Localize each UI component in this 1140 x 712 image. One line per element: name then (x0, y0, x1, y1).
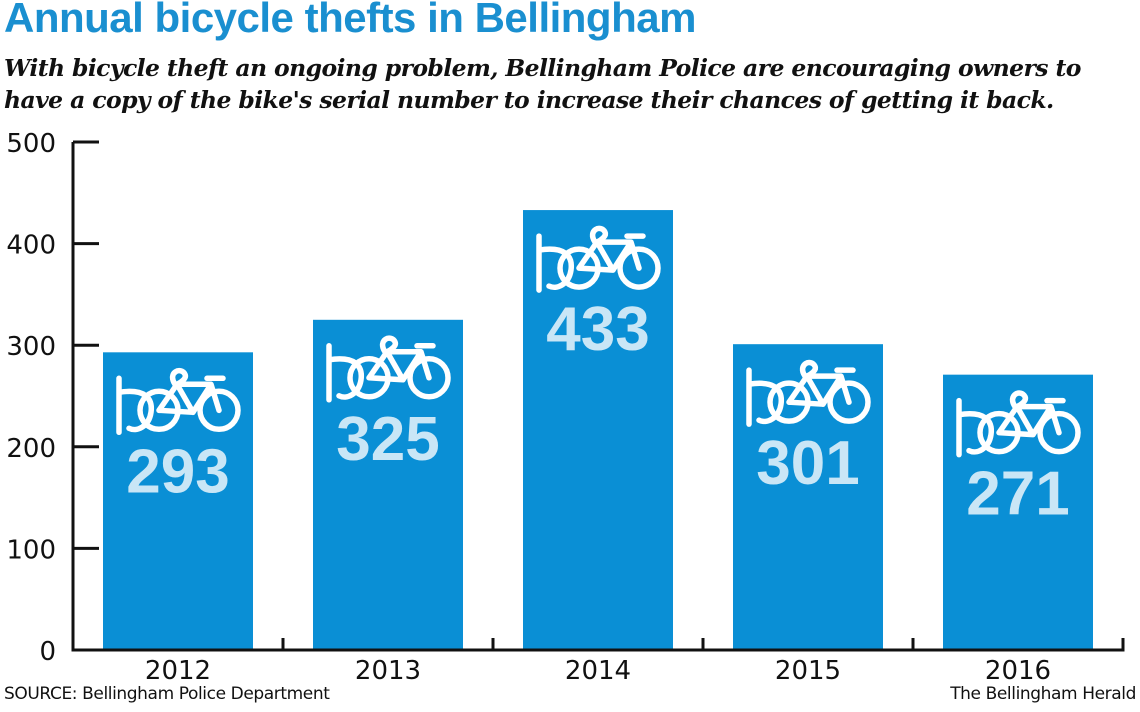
bar-2015: 301 (733, 344, 883, 650)
subtitle-line-2: have a copy of the bike's serial number … (4, 86, 1054, 114)
chart-title: Annual bicycle thefts in Bellingham (4, 0, 696, 41)
y-tick-labels: 0 100 200 300 400 500 (6, 129, 56, 667)
value-label: 433 (546, 295, 649, 364)
bar-2014: 433 (523, 210, 673, 650)
y-tick-label: 200 (6, 434, 56, 464)
bicycle-icon (746, 359, 871, 427)
y-tick-label: 0 (39, 637, 56, 667)
y-tick-label: 300 (6, 332, 56, 362)
bicycle-icon (116, 368, 241, 436)
y-tick-label: 400 (6, 231, 56, 261)
y-tick-label: 100 (6, 535, 56, 565)
credit-note: The Bellingham Herald (950, 684, 1136, 704)
y-tick-label: 500 (6, 129, 56, 159)
bicycle-icon (536, 225, 661, 293)
x-tick-label: 2013 (355, 656, 421, 686)
bar-2016: 271 (943, 374, 1093, 650)
value-label: 271 (966, 460, 1069, 529)
bicycle-icon (956, 390, 1081, 458)
x-tick-label: 2015 (775, 656, 841, 686)
chart-subtitle: With bicycle theft an ongoing problem, B… (4, 52, 1140, 116)
bicycle-icon (326, 335, 451, 403)
bar-2013: 325 (313, 319, 463, 650)
bar (943, 374, 1093, 650)
value-label: 325 (336, 405, 439, 474)
x-tick-label: 2014 (565, 656, 631, 686)
axes-group (71, 140, 1125, 652)
x-tick-labels: 2012 2013 2014 2015 2016 (145, 656, 1051, 686)
bar-2012: 293 (103, 352, 253, 650)
x-tick-label: 2016 (985, 656, 1051, 686)
value-label: 301 (756, 429, 859, 498)
bars-group: 293 325 433 301 271 (103, 210, 1093, 650)
source-note: SOURCE: Bellingham Police Department (4, 684, 330, 704)
value-label: 293 (126, 437, 229, 506)
subtitle-line-1: With bicycle theft an ongoing problem, B… (4, 54, 1081, 82)
x-tick-label: 2012 (145, 656, 211, 686)
